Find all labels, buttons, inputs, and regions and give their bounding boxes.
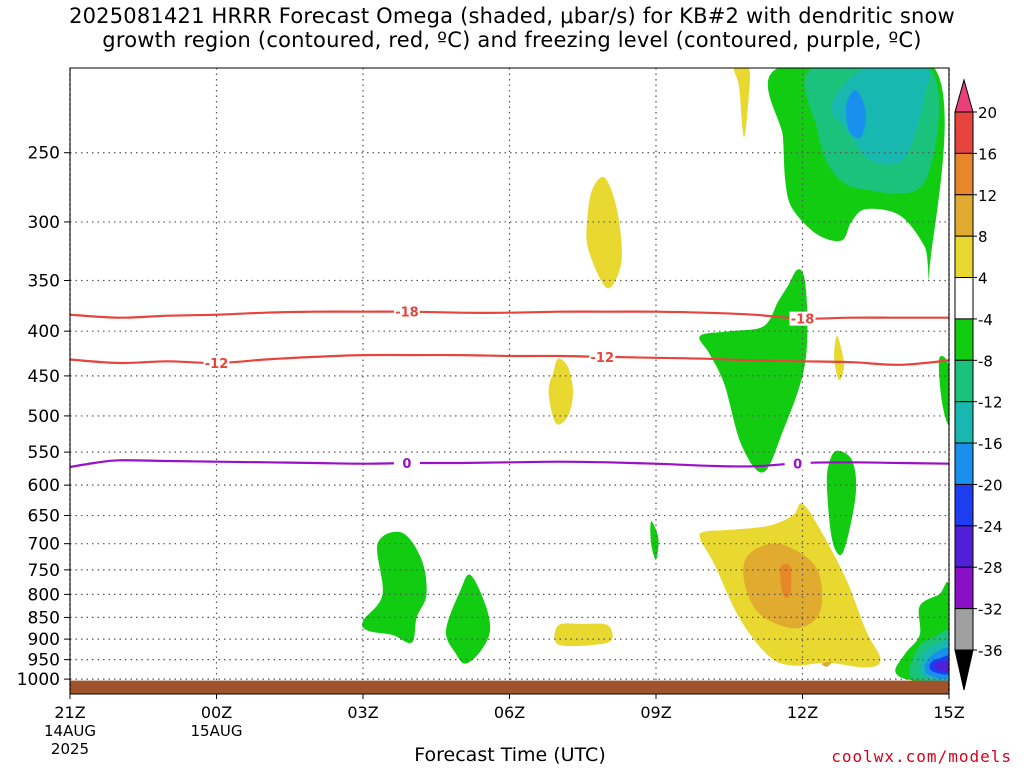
y-tick-label: 950: [28, 651, 60, 671]
omega-region: [821, 661, 832, 667]
y-tick-label: 850: [28, 608, 60, 628]
colorbar-label: 4: [978, 270, 988, 288]
omega-region: [362, 531, 427, 644]
x-tick-label: 03Z: [347, 703, 378, 722]
y-tick-label: 650: [28, 507, 60, 527]
contour-label: -12: [205, 357, 229, 372]
grid-layer: [70, 68, 949, 694]
colorbar-label: -4: [978, 311, 993, 329]
y-tick-label: 500: [28, 407, 60, 427]
x-tick-date: 14AUG: [44, 722, 96, 740]
contour-label: -18: [395, 306, 419, 321]
y-tick-label: 450: [28, 367, 60, 387]
credit-link[interactable]: coolwx.com/models: [831, 747, 1012, 766]
x-tick-label: 06Z: [494, 703, 525, 722]
y-tick-label: 550: [28, 443, 60, 463]
contour-line: [70, 459, 949, 469]
contour-label: 0: [793, 457, 802, 472]
contour-label-bg: [789, 311, 816, 326]
colorbar-bin: [954, 318, 974, 361]
colorbar-label: -24: [978, 518, 1003, 536]
chart-title: 2025081421 HRRR Forecast Omega (shaded, …: [0, 4, 1024, 52]
contour-label-bg: [393, 456, 420, 471]
colorbar-bin: [954, 359, 974, 403]
colorbar-label: 8: [978, 228, 988, 246]
ground-layer: [70, 680, 949, 694]
contour-line: [70, 310, 949, 320]
y-tick-label: 800: [28, 585, 60, 605]
y-tick-label: 900: [28, 630, 60, 650]
omega-region: [826, 450, 857, 555]
omega-region: [445, 574, 491, 664]
omega-region: [780, 563, 792, 598]
colorbar-label: -32: [978, 601, 1003, 619]
title-line-1: 2025081421 HRRR Forecast Omega (shaded, …: [69, 4, 955, 28]
y-tick-label: 600: [28, 476, 60, 496]
colorbar-bottom-arrow: [954, 649, 974, 691]
contour-label-bg: [203, 356, 230, 371]
colorbar-bin: [954, 442, 974, 485]
colorbar-bin: [954, 608, 974, 651]
colorbar-bin: [954, 235, 974, 279]
contour-label: -18: [791, 313, 815, 328]
omega-region: [834, 335, 845, 381]
omega-shading-layer: [362, 68, 949, 688]
colorbar-label: -16: [978, 435, 1003, 453]
colorbar-label: -12: [978, 394, 1003, 412]
x-tick-label: 15Z: [933, 703, 964, 722]
omega-region: [938, 356, 949, 425]
colorbar-label: 16: [978, 145, 997, 163]
colorbar-bin: [954, 566, 974, 610]
axes-layer: 2503003504004505005506006507007508008509…: [17, 67, 965, 758]
colorbar-label: 12: [978, 187, 997, 205]
colorbar-label: -8: [978, 352, 993, 370]
y-tick-label: 400: [28, 322, 60, 342]
omega-region: [845, 89, 867, 139]
contour-label-bg: [784, 456, 811, 471]
colorbar-bin: [954, 401, 974, 444]
x-tick-year: 2025: [51, 740, 89, 758]
x-tick-label: 09Z: [640, 703, 671, 722]
omega-region: [554, 623, 613, 647]
x-tick-date: 15AUG: [191, 722, 243, 740]
y-tick-label: 350: [28, 271, 60, 291]
contour-label-bg: [589, 349, 616, 364]
omega-region: [548, 358, 573, 425]
title-line-2: growth region (contoured, red, ºC) and f…: [102, 28, 922, 52]
omega-region: [733, 68, 751, 138]
colorbar: 20 16 12 8 4 -4 -8 -12 -16 -20 -24 -28 -32 -36: [954, 78, 1003, 691]
colorbar-bin: [954, 111, 974, 154]
colorbar-label: -36: [978, 642, 1003, 660]
colorbar-label: -20: [978, 476, 1003, 494]
y-tick-label: 700: [28, 535, 60, 555]
colorbar-bin: [954, 194, 974, 237]
y-tick-label: 250: [28, 144, 60, 164]
colorbar-top-arrow: [954, 78, 974, 113]
x-tick-label: 21Z: [54, 703, 85, 722]
contour-label: -12: [591, 351, 615, 366]
omega-region: [699, 269, 808, 473]
x-tick-label: 12Z: [787, 703, 818, 722]
colorbar-bin: [954, 483, 974, 527]
contour-label-bg: [393, 304, 420, 319]
colorbar-bin: [954, 277, 974, 320]
omega-region: [586, 176, 622, 289]
ground-surface: [70, 680, 949, 694]
y-tick-label: 1000: [17, 670, 60, 690]
colorbar-label: -28: [978, 559, 1003, 577]
x-tick-label: 00Z: [201, 703, 232, 722]
y-tick-label: 300: [28, 213, 60, 233]
y-tick-label: 750: [28, 561, 60, 581]
omega-region: [650, 521, 659, 560]
colorbar-label: 20: [978, 104, 997, 122]
x-axis-label: Forecast Time (UTC): [414, 744, 606, 766]
temperature-contours: -18 -18 -12 -12 0 0: [70, 304, 949, 472]
contour-label: 0: [402, 457, 411, 472]
omega-region: [934, 660, 949, 672]
colorbar-bin: [954, 152, 974, 196]
colorbar-bin: [954, 525, 974, 568]
